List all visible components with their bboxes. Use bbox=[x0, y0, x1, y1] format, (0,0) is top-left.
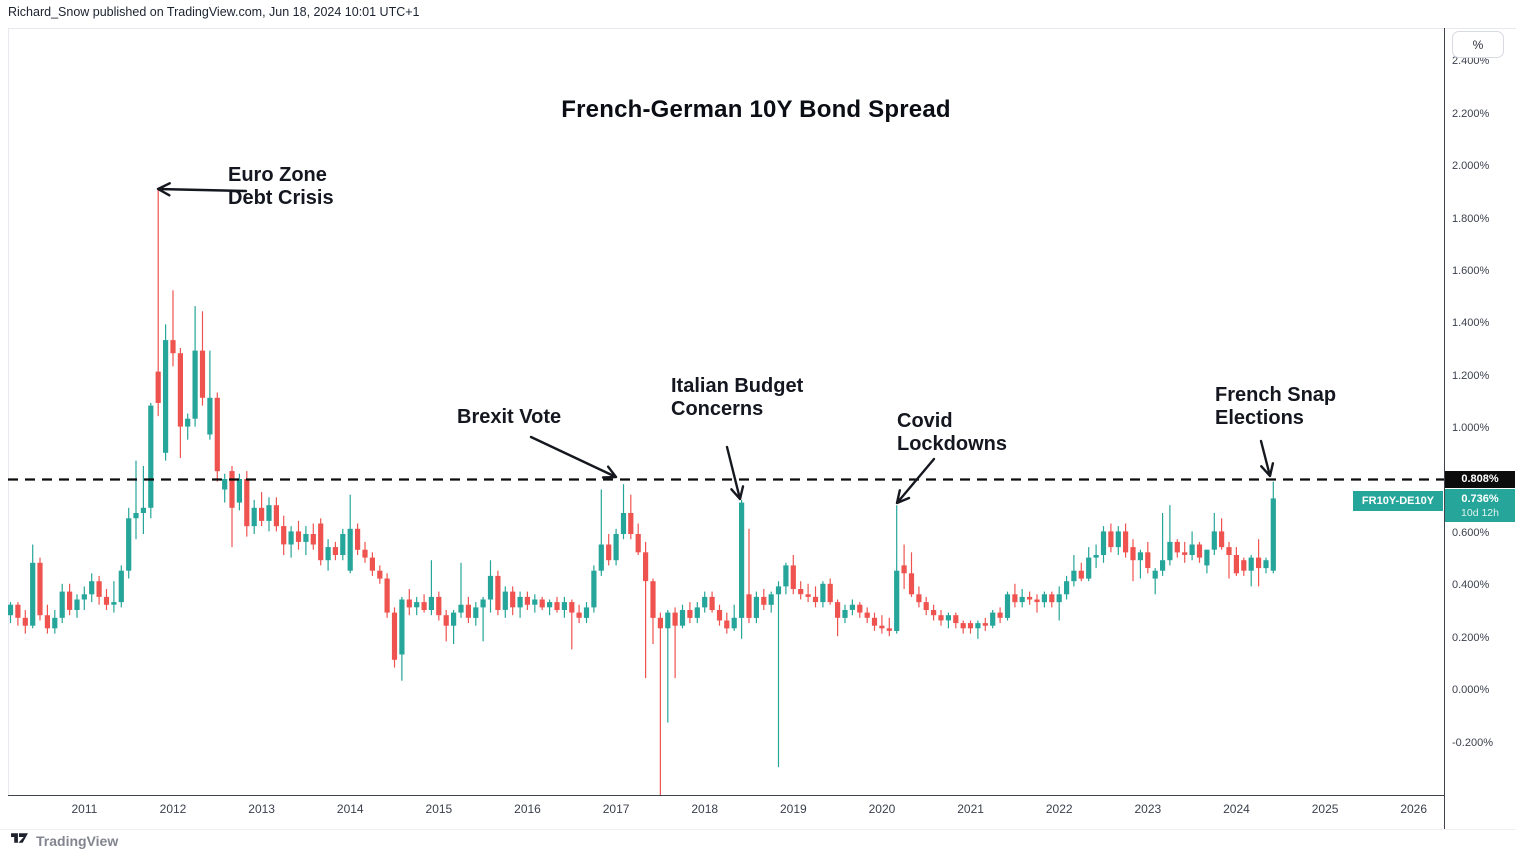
annotation-line: Elections bbox=[1215, 407, 1304, 429]
annotation-line: French Snap bbox=[1215, 384, 1337, 406]
annotation-covid: Covid Lockdowns bbox=[897, 410, 1007, 456]
tradingview-wordmark: TradingView bbox=[36, 832, 119, 849]
year-tick-label: 2023 bbox=[1134, 802, 1162, 816]
annotation-line: Covid bbox=[897, 410, 953, 432]
year-tick-label: 2024 bbox=[1223, 802, 1250, 816]
series-name-label: FR10Y-DE10Y bbox=[1353, 491, 1443, 511]
candlestick-series bbox=[8, 188, 1444, 795]
year-tick-label: 2026 bbox=[1400, 802, 1428, 816]
annotation-line: Concerns bbox=[671, 398, 764, 420]
year-tick-label: 2013 bbox=[248, 802, 275, 816]
price-tick-label: 0.000% bbox=[1452, 684, 1490, 697]
annotation-french_snap: French Snap Elections bbox=[1215, 384, 1336, 430]
annotation-arrow-euro_zone bbox=[156, 182, 248, 197]
tradingview-watermark[interactable]: TradingView bbox=[10, 830, 118, 851]
annotation-arrow-italian_budget bbox=[725, 445, 745, 501]
annotation-italian_budget: Italian Budget Concerns bbox=[671, 375, 803, 421]
last-price-label: 0.736% 10d 12h bbox=[1445, 489, 1515, 522]
price-tick-label: 1.600% bbox=[1452, 264, 1490, 277]
price-tick-label: 0.200% bbox=[1452, 631, 1490, 644]
year-tick-label: 2019 bbox=[780, 802, 807, 816]
percent-unit-label: % bbox=[1472, 37, 1484, 52]
year-tick-label: 2015 bbox=[425, 802, 453, 816]
annotation-line: Debt Crisis bbox=[228, 187, 334, 209]
year-tick-label: 2016 bbox=[514, 802, 541, 816]
annotation-line: Italian Budget bbox=[671, 375, 804, 397]
price-tick-label: 1.800% bbox=[1452, 212, 1490, 225]
tradingview-logo-icon bbox=[10, 830, 29, 851]
annotation-line: Euro Zone bbox=[228, 164, 327, 186]
percent-unit-button[interactable]: % bbox=[1452, 31, 1504, 58]
year-tick-label: 2011 bbox=[71, 802, 98, 816]
dashed-level-price-label: 0.808% bbox=[1445, 471, 1515, 488]
annotation-euro_zone: Euro Zone Debt Crisis bbox=[228, 164, 334, 210]
annotation-arrow-brexit bbox=[529, 435, 618, 479]
annotation-brexit: Brexit Vote bbox=[457, 406, 561, 429]
last-price-value: 0.736% bbox=[1461, 493, 1499, 505]
annotation-line: Brexit Vote bbox=[457, 406, 562, 428]
chart-title: French-German 10Y Bond Spread bbox=[561, 96, 951, 123]
annotation-arrow-covid bbox=[895, 457, 936, 505]
year-tick-label: 2022 bbox=[1045, 802, 1073, 816]
price-tick-label: 2.200% bbox=[1452, 107, 1490, 120]
price-tick-label: 1.400% bbox=[1452, 317, 1490, 330]
year-tick-label: 2018 bbox=[691, 802, 719, 816]
price-tick-label: 2.400% bbox=[1452, 55, 1490, 68]
price-tick-label: 1.200% bbox=[1452, 369, 1490, 382]
year-tick-label: 2014 bbox=[336, 802, 364, 816]
year-tick-label: 2020 bbox=[868, 802, 896, 816]
annotation-line: Lockdowns bbox=[897, 433, 1008, 455]
price-tick-label: 0.600% bbox=[1452, 526, 1490, 539]
year-tick-label: 2012 bbox=[159, 802, 187, 816]
year-tick-label: 2017 bbox=[602, 802, 630, 816]
price-tick-label: 0.400% bbox=[1452, 579, 1490, 592]
price-tick-label: 1.000% bbox=[1452, 422, 1490, 435]
year-tick-label: 2025 bbox=[1311, 802, 1339, 816]
bar-countdown: 10d 12h bbox=[1461, 507, 1499, 519]
annotation-arrow-french_snap bbox=[1259, 439, 1275, 478]
price-tick-label: 2.000% bbox=[1452, 160, 1490, 173]
year-tick-label: 2021 bbox=[957, 802, 984, 816]
price-tick-label: -0.200% bbox=[1452, 736, 1493, 749]
attribution-text: Richard_Snow published on TradingView.co… bbox=[8, 5, 420, 19]
